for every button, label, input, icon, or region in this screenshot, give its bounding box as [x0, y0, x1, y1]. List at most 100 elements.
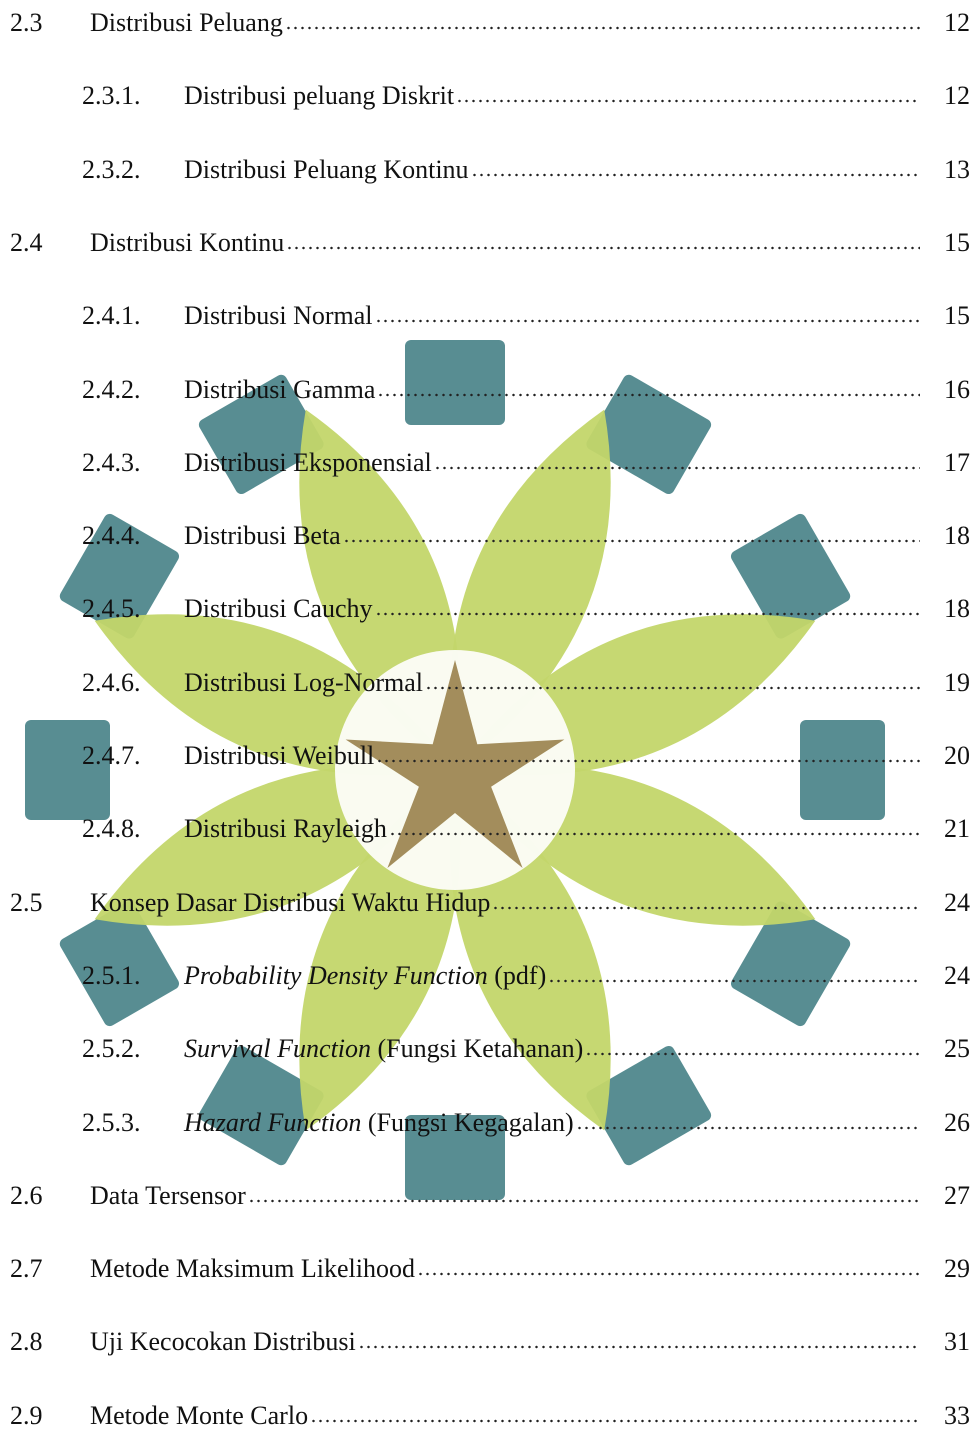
entry-number: 2.8 — [10, 1327, 43, 1357]
entry-title-text: Distribusi Rayleigh — [184, 814, 387, 843]
entry-title: Distribusi Rayleigh — [184, 814, 387, 844]
entry-page: 21 — [930, 814, 970, 844]
entry-page: 19 — [930, 668, 970, 698]
toc-entry: 2.8 Uji Kecocokan Distribusi 31 — [0, 1327, 980, 1367]
entry-title: Survival Function (Fungsi Ketahanan) — [184, 1034, 583, 1064]
entry-title-text: (Fungsi Kegagalan) — [361, 1108, 573, 1137]
dot-leader — [377, 392, 920, 398]
entry-number: 2.4.5. — [82, 594, 141, 624]
dot-leader — [389, 831, 920, 837]
toc-entry: 2.7 Metode Maksimum Likelihood 29 — [0, 1254, 980, 1294]
entry-title-text: Distribusi Weibull — [184, 741, 374, 770]
entry-title: Distribusi Gamma — [184, 375, 375, 405]
entry-page: 12 — [930, 81, 970, 111]
entry-title: Konsep Dasar Distribusi Waktu Hidup — [90, 888, 490, 918]
entry-number: 2.4.6. — [82, 668, 141, 698]
table-of-contents: 2.3 Distribusi Peluang 12 2.3.1. Distribusi … — [0, 0, 980, 1439]
dot-leader — [376, 758, 920, 764]
entry-title-text: (Fungsi Ketahanan) — [371, 1034, 583, 1063]
entry-title-text: Distribusi Cauchy — [184, 594, 373, 623]
entry-title: Distribusi Log-Normal — [184, 668, 423, 698]
page: {"entries": [ {"number": "2.3", "title":… — [0, 0, 980, 1439]
entry-number: 2.5.1. — [82, 961, 141, 991]
entry-page: 15 — [930, 301, 970, 331]
entry-title: Distribusi Beta — [184, 521, 341, 551]
entry-title: Distribusi Weibull — [184, 741, 374, 771]
entry-page: 25 — [930, 1034, 970, 1064]
toc-entry: 2.5.1. Probability Density Function (pdf)… — [0, 961, 980, 1001]
entry-title: Hazard Function (Fungsi Kegagalan) — [184, 1108, 574, 1138]
toc-entry: 2.5.3. Hazard Function (Fungsi Kegagalan)… — [0, 1108, 980, 1148]
entry-page: 20 — [930, 741, 970, 771]
entry-page: 29 — [930, 1254, 970, 1284]
entry-page: 18 — [930, 594, 970, 624]
toc-entry: 2.4.1. Distribusi Normal 15 — [0, 301, 980, 341]
entry-title-text: Konsep Dasar Distribusi Waktu Hidup — [90, 888, 490, 917]
entry-title: Distribusi peluang Diskrit — [184, 81, 454, 111]
entry-title-text: Distribusi Peluang — [90, 8, 283, 37]
entry-number: 2.3 — [10, 8, 43, 38]
entry-title: Uji Kecocokan Distribusi — [90, 1327, 356, 1357]
entry-title-italic: Probability Density Function — [184, 961, 488, 990]
entry-number: 2.4.7. — [82, 741, 141, 771]
dot-leader — [576, 1125, 920, 1131]
toc-entry: 2.4.7. Distribusi Weibull 20 — [0, 741, 980, 781]
toc-entry: 2.4.2. Distribusi Gamma 16 — [0, 375, 980, 415]
entry-title: Distribusi Normal — [184, 301, 373, 331]
dot-leader — [585, 1051, 920, 1057]
dot-leader — [548, 978, 920, 984]
entry-number: 2.5.2. — [82, 1034, 141, 1064]
entry-page: 31 — [930, 1327, 970, 1357]
entry-title-italic: Survival Function — [184, 1034, 371, 1063]
dot-leader — [492, 905, 920, 911]
entry-number: 2.4.1. — [82, 301, 141, 331]
entry-title: Metode Maksimum Likelihood — [90, 1254, 415, 1284]
entry-page: 26 — [930, 1108, 970, 1138]
entry-title-text: Data Tersensor — [90, 1181, 246, 1210]
entry-number: 2.4.3. — [82, 448, 141, 478]
toc-entry: 2.3.1. Distribusi peluang Diskrit 12 — [0, 81, 980, 121]
entry-title-text: Metode Maksimum Likelihood — [90, 1254, 415, 1283]
toc-entry: 2.5.2. Survival Function (Fungsi Ketahana… — [0, 1034, 980, 1074]
dot-leader — [375, 611, 921, 617]
dot-leader — [310, 1418, 920, 1424]
entry-number: 2.7 — [10, 1254, 43, 1284]
entry-page: 18 — [930, 521, 970, 551]
entry-title-text: (pdf) — [488, 961, 546, 990]
toc-entry: 2.3 Distribusi Peluang 12 — [0, 8, 980, 48]
entry-title: Probability Density Function (pdf) — [184, 961, 546, 991]
entry-page: 27 — [930, 1181, 970, 1211]
entry-title-text: Distribusi Normal — [184, 301, 373, 330]
entry-title-text: Uji Kecocokan Distribusi — [90, 1327, 356, 1356]
entry-number: 2.4 — [10, 228, 43, 258]
dot-leader — [417, 1271, 920, 1277]
dot-leader — [471, 172, 920, 178]
entry-title: Data Tersensor — [90, 1181, 246, 1211]
dot-leader — [375, 318, 921, 324]
entry-number: 2.5 — [10, 888, 43, 918]
entry-title-text: Distribusi Eksponensial — [184, 448, 432, 477]
entry-page: 13 — [930, 155, 970, 185]
entry-title-text: Distribusi peluang Diskrit — [184, 81, 454, 110]
entry-number: 2.5.3. — [82, 1108, 141, 1138]
entry-title-text: Distribusi Kontinu — [90, 228, 284, 257]
dot-leader — [285, 25, 920, 31]
entry-number: 2.4.2. — [82, 375, 141, 405]
toc-entry: 2.4.6. Distribusi Log-Normal 19 — [0, 668, 980, 708]
entry-page: 16 — [930, 375, 970, 405]
dot-leader — [456, 98, 920, 104]
entry-page: 33 — [930, 1401, 970, 1431]
entry-number: 2.3.2. — [82, 155, 141, 185]
entry-number: 2.3.1. — [82, 81, 141, 111]
entry-page: 12 — [930, 8, 970, 38]
entry-number: 2.4.8. — [82, 814, 141, 844]
toc-entry: 2.4.8. Distribusi Rayleigh 21 — [0, 814, 980, 854]
dot-leader — [358, 1344, 920, 1350]
toc-entry: 2.4.5. Distribusi Cauchy 18 — [0, 594, 980, 634]
entry-title: Distribusi Kontinu — [90, 228, 284, 258]
